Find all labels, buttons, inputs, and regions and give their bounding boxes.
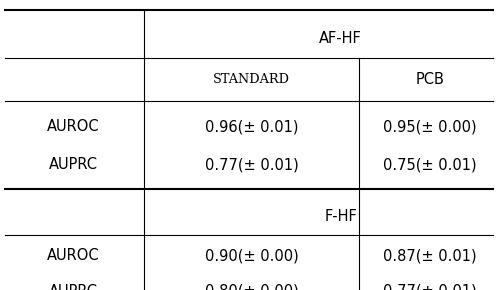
- Text: STANDARD: STANDARD: [213, 73, 290, 86]
- Text: 0.96(± 0.01): 0.96(± 0.01): [205, 119, 298, 134]
- Text: AUPRC: AUPRC: [49, 157, 98, 172]
- Text: 0.87(± 0.01): 0.87(± 0.01): [383, 248, 477, 263]
- Text: 0.90(± 0.00): 0.90(± 0.00): [205, 248, 298, 263]
- Text: AUROC: AUROC: [47, 248, 100, 263]
- Text: F-HF: F-HF: [324, 209, 357, 224]
- Text: 0.80(± 0.00): 0.80(± 0.00): [205, 284, 298, 290]
- Text: AUROC: AUROC: [47, 119, 100, 134]
- Text: AF-HF: AF-HF: [319, 31, 362, 46]
- Text: 0.95(± 0.00): 0.95(± 0.00): [383, 119, 477, 134]
- Text: 0.75(± 0.01): 0.75(± 0.01): [383, 157, 477, 172]
- Text: 0.77(± 0.01): 0.77(± 0.01): [382, 284, 477, 290]
- Text: AUPRC: AUPRC: [49, 284, 98, 290]
- Text: PCB: PCB: [415, 72, 444, 87]
- Text: 0.77(± 0.01): 0.77(± 0.01): [205, 157, 298, 172]
